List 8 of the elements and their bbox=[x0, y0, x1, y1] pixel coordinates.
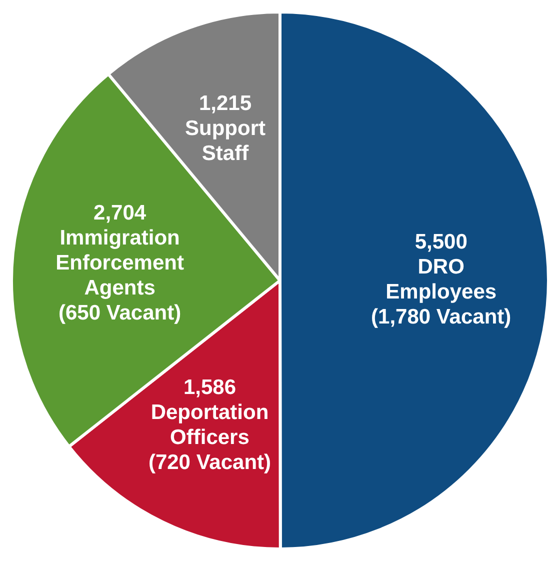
slice-label: Support Staff bbox=[184, 116, 266, 165]
data-label: 1,215 bbox=[198, 92, 252, 115]
data-label: 1,586 bbox=[183, 376, 236, 399]
slice-label: Deportation Officers (720 Vacant) bbox=[148, 400, 272, 474]
data-label: 5,500 bbox=[414, 230, 468, 254]
data-label: 2,704 bbox=[94, 201, 146, 224]
slice-label: Immigration Enforcement Agents (650 Vacant) bbox=[56, 226, 184, 324]
slice-label: DRO Employees (1,780 Vacant) bbox=[371, 256, 512, 329]
